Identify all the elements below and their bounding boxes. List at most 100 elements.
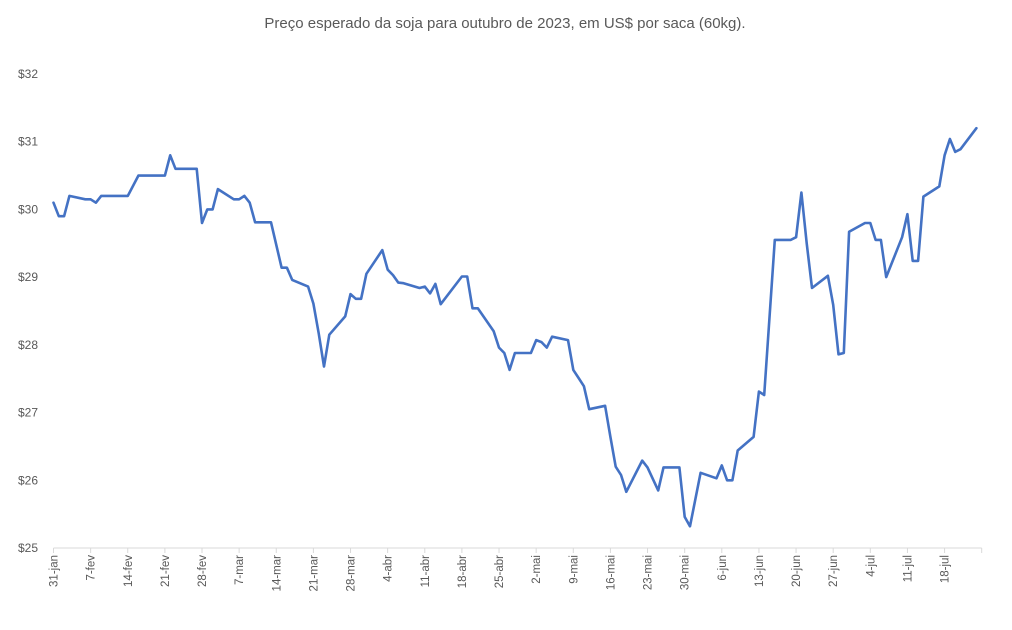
- data-point: [715, 477, 717, 479]
- data-point: [805, 242, 807, 244]
- x-tick-label: 21-fev: [160, 555, 172, 587]
- y-tick-label: $27: [18, 406, 38, 420]
- data-point: [583, 385, 585, 387]
- data-point: [397, 281, 399, 283]
- y-tick-label: $25: [18, 541, 38, 555]
- x-tick-label: 4-abr: [383, 555, 395, 582]
- x-tick-label: 18-jul: [940, 555, 952, 583]
- data-point: [678, 466, 680, 468]
- x-tick-label: 11-jul: [902, 555, 914, 582]
- data-point: [800, 191, 802, 193]
- data-point: [880, 239, 882, 241]
- data-point: [206, 208, 208, 210]
- data-point: [752, 436, 754, 438]
- data-point: [424, 285, 426, 287]
- data-point: [466, 275, 468, 277]
- data-point: [323, 365, 325, 367]
- data-point: [731, 479, 733, 481]
- data-point: [848, 231, 850, 233]
- data-point: [790, 239, 792, 241]
- data-point: [795, 236, 797, 238]
- data-point: [211, 208, 213, 210]
- data-point: [514, 352, 516, 354]
- data-point: [503, 352, 505, 354]
- y-axis: $25 $26 $27 $28 $29 $30 $31 $32: [18, 67, 38, 555]
- x-tick-label: 25-abr: [494, 555, 506, 588]
- data-point: [286, 266, 288, 268]
- data-point: [386, 268, 388, 270]
- x-axis: 31-jan 7-fev 14-fev 21-fev 28-fev 7-mar 14-mar…: [49, 547, 983, 592]
- data-point: [280, 266, 282, 268]
- data-point: [355, 298, 357, 300]
- data-point: [360, 298, 362, 300]
- data-point: [567, 339, 569, 341]
- data-point: [68, 195, 70, 197]
- data-point: [249, 201, 251, 203]
- data-point: [874, 239, 876, 241]
- data-point: [307, 285, 309, 287]
- data-point: [58, 215, 60, 217]
- data-point: [546, 346, 548, 348]
- data-point: [127, 195, 129, 197]
- data-point: [439, 303, 441, 305]
- data-point: [609, 436, 611, 438]
- data-point: [233, 198, 235, 200]
- data-point: [774, 239, 776, 241]
- data-point: [434, 283, 436, 285]
- data-point: [174, 168, 176, 170]
- data-point: [864, 222, 866, 224]
- x-tick-label: 16-mai: [605, 555, 617, 590]
- x-tick-label: 7-mar: [234, 555, 246, 585]
- data-point: [758, 390, 760, 392]
- x-tick-label: 14-mar: [271, 555, 283, 592]
- data-point: [344, 315, 346, 317]
- x-tick-label: 18-abr: [457, 555, 469, 588]
- x-tick-label: 4-jul: [865, 555, 877, 577]
- data-point: [615, 466, 617, 468]
- data-point: [843, 352, 845, 354]
- x-tick-label: 11-abr: [420, 555, 432, 588]
- data-point: [577, 377, 579, 379]
- data-point: [938, 185, 940, 187]
- x-tick-label: 23-mai: [643, 555, 655, 590]
- data-point: [943, 154, 945, 156]
- data-point: [657, 489, 659, 491]
- data-point: [238, 198, 240, 200]
- data-point: [381, 249, 383, 251]
- data-point: [726, 479, 728, 481]
- data-point: [901, 236, 903, 238]
- data-point: [418, 287, 420, 289]
- data-point: [254, 221, 256, 223]
- data-point: [461, 275, 463, 277]
- data-point: [291, 279, 293, 281]
- data-point: [217, 188, 219, 190]
- data-point: [318, 332, 320, 334]
- x-tick-label: 28-mar: [346, 555, 358, 592]
- data-point: [975, 127, 977, 129]
- y-tick-label: $26: [18, 473, 38, 487]
- data-point: [588, 408, 590, 410]
- data-point: [721, 464, 723, 466]
- data-point: [477, 307, 479, 309]
- data-point: [100, 195, 102, 197]
- data-point: [885, 276, 887, 278]
- data-point: [620, 474, 622, 476]
- data-point: [312, 302, 314, 304]
- data-point: [196, 168, 198, 170]
- data-point: [508, 369, 510, 371]
- x-tick-label: 9-mai: [568, 555, 580, 584]
- data-point: [827, 275, 829, 277]
- data-point: [137, 174, 139, 176]
- data-point: [164, 174, 166, 176]
- data-point: [551, 336, 553, 338]
- y-tick-label: $28: [18, 338, 38, 352]
- x-tick-label: 2-mai: [531, 555, 543, 584]
- data-point: [243, 195, 245, 197]
- data-point: [954, 151, 956, 153]
- x-tick-label: 27-jun: [828, 555, 840, 587]
- data-point: [572, 369, 574, 371]
- x-tick-label: 14-fev: [123, 555, 135, 587]
- series-layer: [52, 126, 978, 528]
- x-tick-label: 31-jan: [49, 555, 61, 587]
